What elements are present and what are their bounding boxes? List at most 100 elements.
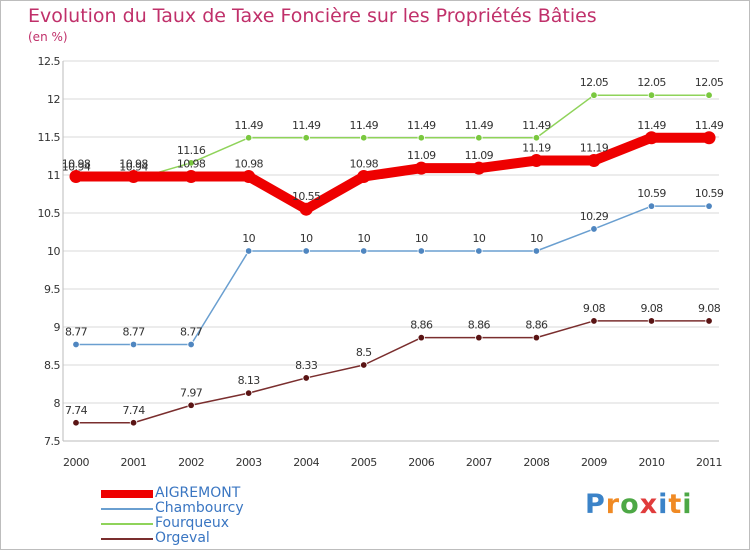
data-point-aigremont	[299, 202, 313, 216]
data-point-orgeval	[72, 419, 80, 427]
data-label-orgeval: 8.33	[295, 359, 318, 372]
data-label-fourqueux: 12.05	[580, 76, 609, 89]
data-label-fourqueux: 11.49	[465, 119, 494, 132]
y-tick-label: 12	[47, 93, 60, 106]
data-label-orgeval: 8.5	[356, 346, 372, 359]
data-point-orgeval	[647, 317, 656, 325]
series-line-aigremont	[71, 132, 715, 215]
x-tick-label: 2000	[63, 456, 89, 469]
legend-label-fourqueux: Fourqueux	[155, 515, 230, 531]
data-label-orgeval: 9.08	[583, 302, 606, 315]
data-label-chambourcy: 10	[415, 232, 428, 245]
logo-letter: t	[668, 489, 683, 520]
legend-item-orgeval[interactable]: Orgeval	[101, 531, 210, 546]
data-label-aigremont: 10.98	[350, 158, 379, 171]
data-point-aigremont	[472, 161, 486, 175]
data-label-chambourcy: 8.77	[123, 325, 146, 338]
logo-letter: x	[639, 489, 659, 520]
data-point-chambourcy	[187, 340, 195, 349]
logo-letter: r	[605, 489, 621, 520]
data-point-orgeval	[532, 333, 541, 342]
y-tick-label: 8.5	[44, 359, 60, 372]
data-point-chambourcy	[302, 247, 310, 255]
data-label-chambourcy: 8.77	[65, 325, 88, 338]
data-point-aigremont	[702, 131, 716, 145]
data-point-orgeval	[705, 317, 713, 325]
data-label-aigremont: 11.49	[637, 119, 666, 132]
data-label-fourqueux: 12.05	[695, 76, 724, 89]
series-line-chambourcy	[75, 205, 710, 346]
unit-label: (en %)	[28, 30, 68, 44]
data-point-orgeval	[590, 317, 598, 325]
data-label-fourqueux: 11.49	[522, 119, 551, 132]
y-tick-label: 11.5	[38, 131, 61, 144]
data-label-fourqueux: 10.94	[62, 161, 91, 174]
x-tick-label: 2002	[178, 456, 204, 469]
data-label-orgeval: 9.08	[698, 302, 721, 315]
x-tick-label: 2009	[581, 456, 607, 469]
x-tick-label: 2008	[523, 456, 549, 469]
data-point-aigremont	[357, 170, 371, 184]
legend-swatch-fourqueux	[101, 522, 153, 525]
data-label-fourqueux: 11.49	[350, 119, 379, 132]
logo-letter: i	[682, 489, 693, 520]
legend-item-aigremont[interactable]: AIGREMONT	[101, 486, 240, 501]
data-label-aigremont: 11.49	[695, 119, 724, 132]
data-label-chambourcy: 8.77	[180, 325, 203, 338]
data-label-orgeval: 7.74	[123, 404, 146, 417]
data-point-fourqueux	[187, 159, 195, 167]
data-label-aigremont: 11.09	[407, 149, 436, 162]
data-label-orgeval: 7.97	[180, 386, 203, 399]
data-label-orgeval: 8.13	[238, 374, 261, 387]
y-tick-label: 9	[54, 321, 61, 334]
x-tick-label: 2011	[696, 456, 722, 469]
x-tick-label: 2010	[639, 456, 665, 469]
legend-item-chambourcy[interactable]: Chambourcy	[101, 501, 244, 516]
data-point-aigremont	[69, 170, 83, 184]
data-label-aigremont: 10.98	[119, 158, 148, 171]
legend-label-aigremont: AIGREMONT	[155, 485, 241, 501]
data-label-orgeval: 8.86	[468, 319, 491, 332]
legend-swatch-aigremont	[101, 489, 153, 498]
series-line-orgeval	[75, 320, 710, 424]
data-label-aigremont: 10.98	[177, 158, 206, 171]
data-label-aigremont: 11.09	[465, 149, 494, 162]
data-point-chambourcy	[417, 247, 425, 255]
data-point-orgeval	[187, 401, 195, 409]
y-tick-label: 7.5	[44, 435, 60, 448]
legend-swatch-orgeval	[101, 537, 153, 540]
data-point-fourqueux	[244, 134, 253, 142]
data-point-orgeval	[417, 333, 425, 342]
data-label-chambourcy: 10	[300, 232, 313, 245]
data-point-fourqueux	[532, 134, 541, 142]
y-tick-label: 8	[54, 397, 61, 410]
y-tick-label: 10	[47, 245, 60, 258]
data-point-orgeval	[302, 374, 310, 382]
data-label-fourqueux: 10.94	[119, 161, 148, 174]
data-point-orgeval	[244, 389, 253, 397]
x-tick-label: 2005	[351, 456, 377, 469]
data-label-chambourcy: 10	[242, 232, 255, 245]
data-point-chambourcy	[475, 247, 483, 255]
data-label-chambourcy: 10.59	[637, 187, 666, 200]
proxiti-logo: Proxiti	[585, 489, 693, 520]
data-label-chambourcy: 10.59	[695, 187, 724, 200]
data-label-fourqueux: 11.16	[177, 144, 206, 157]
data-point-aigremont	[529, 154, 543, 168]
legend-item-fourqueux[interactable]: Fourqueux	[101, 516, 229, 531]
data-point-chambourcy	[532, 247, 541, 255]
data-point-fourqueux	[647, 91, 656, 99]
logo-letter: P	[585, 489, 606, 520]
data-point-aigremont	[127, 170, 141, 184]
series-line-fourqueux	[75, 94, 710, 181]
data-label-fourqueux: 12.05	[637, 76, 666, 89]
data-point-chambourcy	[129, 340, 138, 349]
data-label-orgeval: 7.74	[65, 404, 88, 417]
y-tick-label: 10.5	[38, 207, 61, 220]
data-point-aigremont	[645, 131, 658, 145]
data-label-orgeval: 8.86	[410, 319, 433, 332]
data-point-aigremont	[242, 170, 256, 184]
data-point-aigremont	[184, 170, 198, 184]
data-label-chambourcy: 10	[530, 232, 543, 245]
